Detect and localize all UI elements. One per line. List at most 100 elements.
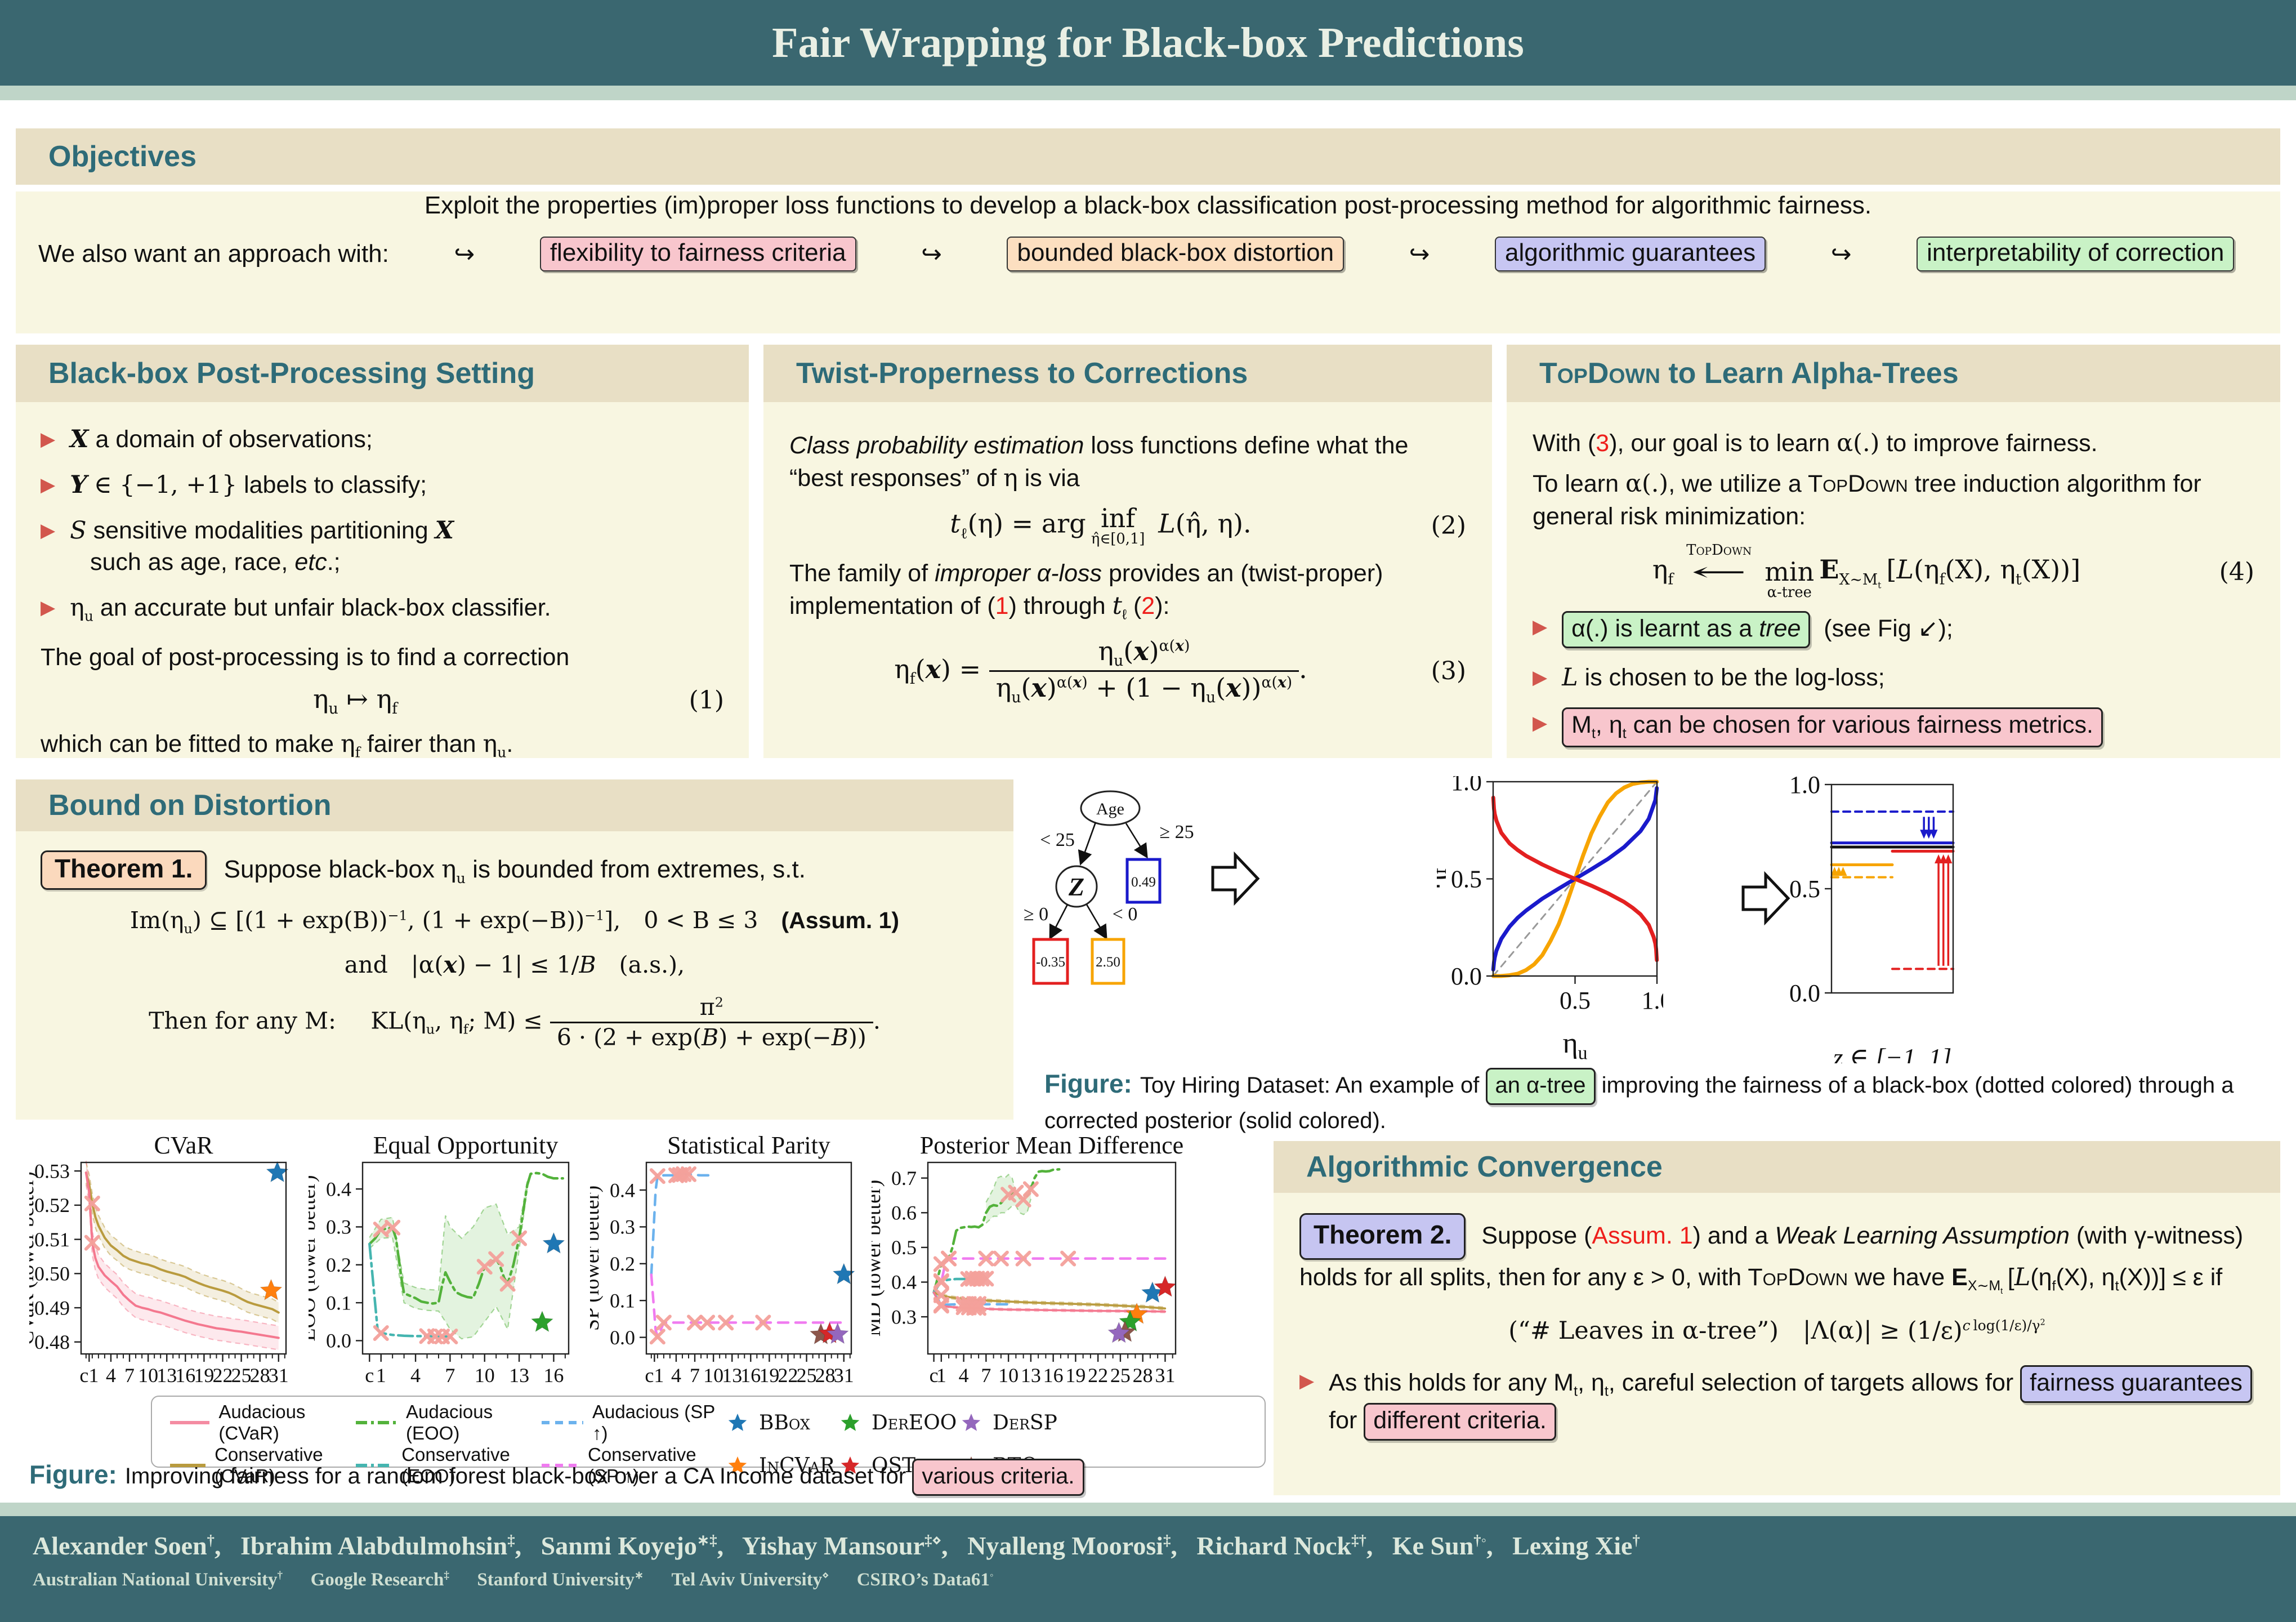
hook-arrow-icon: ↪ xyxy=(1409,239,1430,269)
flow-arrow-icon xyxy=(1211,851,1260,906)
svg-text:0.0: 0.0 xyxy=(610,1326,635,1349)
bullet-triangle-icon: ▶ xyxy=(41,429,56,450)
chart-posterior-mean-difference: 0.3 0.4 0.5 0.6 0.7 c 1 4 7 10 13 16 19 22 25 28 31 Poste… xyxy=(861,1131,1185,1398)
hook-arrow-icon: ↪ xyxy=(1830,239,1852,269)
leaves-equation: (“# Leaves in α-tree”) |Λ(α)| ≥ (1/ε)c l… xyxy=(1508,1317,2045,1345)
svg-text:0.1: 0.1 xyxy=(610,1289,635,1312)
figure-2-caption: Figure: Improving fairness for a random f… xyxy=(29,1456,1268,1496)
svg-text:28: 28 xyxy=(1133,1364,1153,1387)
flow-arrow-icon xyxy=(1741,871,1790,926)
kl-bound-equation: Then for any M: KL(ηu, ηf; M) ≤ π2 6 · (2… xyxy=(149,993,881,1051)
svg-text:16: 16 xyxy=(1043,1364,1064,1387)
svg-text:13: 13 xyxy=(157,1364,177,1387)
svg-text:c: c xyxy=(365,1364,374,1387)
hook-arrow-icon: ↪ xyxy=(454,239,475,269)
legend-star-icon xyxy=(962,1414,981,1431)
svg-text:Z: Z xyxy=(1068,872,1084,901)
legend-item: DerSP xyxy=(959,1411,1063,1434)
legend-item: Conservative (CVaR) xyxy=(168,1444,354,1487)
svg-text:7: 7 xyxy=(690,1364,700,1387)
alpha-bound-equation: and |α(x) − 1| ≤ 1/B (a.s.), xyxy=(344,951,685,979)
svg-text:z ∈ [−1, 1]: z ∈ [−1, 1] xyxy=(1833,1043,1952,1063)
svg-text:SP (lower better): SP (lower better) xyxy=(590,1186,604,1331)
svg-text:Age: Age xyxy=(1096,800,1124,818)
affiliation-list: Australian National University† Google R… xyxy=(33,1570,994,1590)
chart-legend: Audacious (CVaR) Audacious (EOO) Audacious… xyxy=(151,1396,1266,1486)
svg-text:7: 7 xyxy=(124,1364,135,1387)
svg-text:0.0: 0.0 xyxy=(326,1330,351,1352)
svg-text:25: 25 xyxy=(231,1364,252,1387)
footer-accent-strip xyxy=(0,1503,2296,1516)
theorem-2-label: Theorem 2. xyxy=(1299,1213,1466,1260)
svg-text:16: 16 xyxy=(175,1364,195,1387)
equation-1: ηu ↦ ηf (1) xyxy=(313,683,724,718)
svg-text:10: 10 xyxy=(475,1364,495,1387)
svg-text:4: 4 xyxy=(106,1364,116,1387)
chart-statistical-parity: 0.0 0.1 0.2 0.3 0.4 c1 4 7 10 13 16 19 22 25 28 31 Stati… xyxy=(580,1131,860,1398)
poster-title: Fair Wrapping for Black-box Predictions xyxy=(772,19,1524,66)
chart-svg-correction_z: 0.00.51.0ηz ∈ [−1, 1] xyxy=(1757,771,1955,1072)
svg-text:22: 22 xyxy=(212,1364,233,1387)
objective-badge: flexibility to fairness criteria xyxy=(539,237,856,271)
poster-header: Fair Wrapping for Black-box Predictions xyxy=(0,0,2296,86)
objectives-section: Objectives Exploit the properties (im)pr… xyxy=(16,128,2280,333)
equation-4: ηf TOPDOWN ← min α-tree EX∼Mt [L(ηf(X), ηt… xyxy=(1652,542,2254,601)
svg-text:0.50: 0.50 xyxy=(34,1263,70,1285)
svg-text:1.0: 1.0 xyxy=(1789,776,1820,799)
svg-text:0.48: 0.48 xyxy=(34,1331,70,1353)
bullet-triangle-icon: ▶ xyxy=(41,474,56,496)
svg-text:22: 22 xyxy=(1088,1364,1108,1387)
objectives-title: Objectives xyxy=(48,140,197,173)
objective-badge: bounded black-box distortion xyxy=(1007,237,1344,271)
legend-item: BBox xyxy=(725,1411,838,1434)
theorem-1-label: Theorem 1. xyxy=(41,850,207,890)
equation-3: ηf(x) = ηu(x)α(x) ηu(x)α(x) + (1 − ηu(x))… xyxy=(894,635,1466,707)
bullet-item: ▶ S sensitive modalities partitioning X s… xyxy=(41,516,454,576)
alpha-tree-diagram: Age < 25 ≥ 25 Z 0.49 ≥ 0 < 0 -0.35 2.50 xyxy=(1024,790,1194,985)
bullet-item: ▶ As this holds for any Mt, ηt, careful s… xyxy=(1299,1365,2254,1441)
chart-equal-opportunity: 0.0 0.1 0.2 0.3 0.4 c 1 4 7 10 13 16 Equal Opportuni… xyxy=(296,1131,578,1398)
setting-section: Black-box Post-Processing Setting ▶ X a d… xyxy=(16,345,749,760)
bullet-item: ▶ Y ∈ {−1, +1} labels to classify; xyxy=(41,470,427,499)
svg-text:1.0: 1.0 xyxy=(1642,987,1664,1014)
svg-text:0.4: 0.4 xyxy=(891,1271,917,1294)
topdown-section: TOPDOWN to Learn Alpha-Trees With (3), o… xyxy=(1507,345,2280,758)
svg-text:4: 4 xyxy=(671,1364,681,1387)
svg-text:-0.35: -0.35 xyxy=(1036,955,1065,970)
svg-text:31: 31 xyxy=(1155,1364,1175,1387)
bullet-triangle-icon: ▶ xyxy=(41,597,56,618)
legend-item: Conservative (SP ↑) xyxy=(539,1444,725,1487)
svg-text:25: 25 xyxy=(1110,1364,1131,1387)
objectives-statement: Exploit the properties (im)proper loss f… xyxy=(424,191,1872,219)
topdown-p2: To learn α(.), we utilize a TOPDOWN tree… xyxy=(1533,470,2201,531)
chart-svg-eoo: 0.0 0.1 0.2 0.3 0.4 c 1 4 7 10 13 16 Equal Opportuni… xyxy=(296,1131,570,1387)
svg-text:16: 16 xyxy=(740,1364,761,1387)
svg-text:0.5: 0.5 xyxy=(891,1236,917,1259)
chart-svg-cvar: 0.48 0.49 0.50 0.51 0.52 0.53 c1 4 7 101316192225… xyxy=(15,1131,289,1387)
svg-text:0.6: 0.6 xyxy=(891,1202,917,1224)
svg-text:1: 1 xyxy=(376,1364,386,1387)
legend-line-swatch xyxy=(170,1464,206,1467)
bullet-item: ▶ α(.) is learnt as a tree (see Fig ↙); xyxy=(1533,611,2254,649)
assumption-1-equation: Im(ηu) ⊆ [(1 + exp(B))−1, (1 + exp(−B))−… xyxy=(129,907,900,937)
svg-text:13: 13 xyxy=(509,1364,529,1387)
svg-text:0.49: 0.49 xyxy=(1131,875,1156,890)
bullet-triangle-icon: ▶ xyxy=(1533,667,1548,689)
svg-text:Statistical Parity: Statistical Parity xyxy=(667,1133,830,1159)
convergence-title: Algorithmic Convergence xyxy=(1306,1151,1663,1183)
svg-text:c1: c1 xyxy=(645,1364,664,1387)
theorem-2-text: Suppose (Assum. 1) and a Weak Learning A… xyxy=(1299,1222,2244,1296)
svg-text:< 0: < 0 xyxy=(1113,904,1138,925)
svg-text:< 25: < 25 xyxy=(1040,830,1075,850)
svg-text:0.0: 0.0 xyxy=(1451,962,1482,990)
svg-text:10: 10 xyxy=(998,1364,1019,1387)
figure-2-label: Figure: xyxy=(29,1460,117,1489)
svg-text:25: 25 xyxy=(797,1364,817,1387)
legend-line-swatch xyxy=(356,1464,393,1467)
legend-line-swatch xyxy=(542,1464,579,1467)
bound-section: Bound on Distortion Theorem 1. Suppose b… xyxy=(16,779,1013,1120)
chart-svg-posterior_map: 0.0 0.5 1.0 0.5 1.0 ηf ηu xyxy=(1414,768,1673,1063)
twist-section: Twist-Properness to Corrections Class pr… xyxy=(763,345,1492,758)
theorem-1-text: Suppose black-box ηu is bounded from ext… xyxy=(224,855,806,887)
bullet-triangle-icon: ▶ xyxy=(41,519,56,541)
